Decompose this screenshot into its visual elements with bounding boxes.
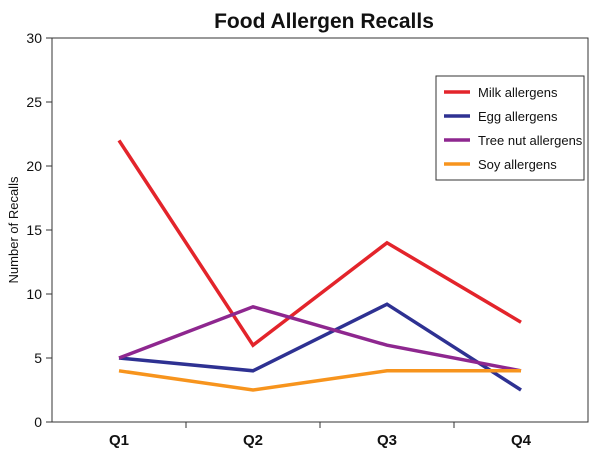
y-tick-label: 30: [26, 30, 42, 46]
legend-label-2: Tree nut allergens: [478, 133, 583, 148]
legend-label-0: Milk allergens: [478, 85, 558, 100]
x-tick-label: Q1: [109, 432, 129, 449]
y-tick-label: 5: [34, 350, 42, 366]
y-tick-label: 20: [26, 158, 42, 174]
y-tick-label: 10: [26, 286, 42, 302]
y-tick-label: 0: [34, 414, 42, 430]
series-line-2: [118, 304, 522, 373]
series-line-1: [118, 302, 522, 392]
series-line-0: [117, 139, 522, 348]
legend: Milk allergens Egg allergens Tree nut alle…: [435, 75, 585, 181]
chart-title: Food Allergen Recalls: [214, 10, 434, 33]
x-tick-label: Q2: [243, 432, 263, 449]
legend-label-1: Egg allergens: [478, 109, 558, 124]
x-axis: Q1 Q2 Q3 Q4: [109, 422, 532, 449]
legend-label-3: Soy allergens: [478, 157, 557, 172]
series-line-3: [118, 369, 521, 392]
y-axis: 0 5 10 15 20 25 30: [26, 30, 52, 430]
y-tick-label: 15: [26, 222, 42, 238]
x-tick-label: Q4: [511, 432, 532, 449]
y-axis-label: Number of Recalls: [6, 176, 21, 283]
y-tick-label: 25: [26, 94, 42, 110]
x-tick-label: Q3: [377, 432, 397, 449]
series-lines: [117, 139, 522, 392]
